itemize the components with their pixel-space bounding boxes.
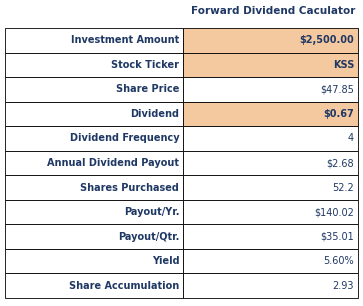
Text: KSS: KSS (333, 60, 354, 70)
Text: Dividend: Dividend (130, 109, 179, 119)
Bar (5, 77, 183, 102)
Bar (5, 200, 183, 224)
Bar (5, 53, 183, 77)
Text: 4: 4 (348, 133, 354, 144)
Text: Annual Dividend Payout: Annual Dividend Payout (47, 158, 179, 168)
Text: Forward Dividend Caculator: Forward Dividend Caculator (191, 6, 355, 16)
Text: Share Price: Share Price (116, 84, 179, 94)
Text: Payout/Qtr.: Payout/Qtr. (118, 232, 179, 242)
Bar (5, 249, 183, 274)
Bar (5, 175, 183, 200)
Text: Share Accumulation: Share Accumulation (69, 281, 179, 291)
Bar (183, 274, 358, 298)
Bar (183, 53, 358, 77)
Bar (5, 151, 183, 175)
Text: $2,500.00: $2,500.00 (299, 35, 354, 45)
Bar (183, 249, 358, 274)
Bar (183, 28, 358, 53)
Bar (183, 175, 358, 200)
Text: Payout/Yr.: Payout/Yr. (124, 207, 179, 217)
Text: $47.85: $47.85 (320, 84, 354, 94)
Text: 2.93: 2.93 (333, 281, 354, 291)
Text: Stock Ticker: Stock Ticker (111, 60, 179, 70)
Bar (183, 200, 358, 224)
Bar (183, 102, 358, 126)
Bar (5, 224, 183, 249)
Text: 5.60%: 5.60% (323, 256, 354, 266)
Bar (183, 126, 358, 151)
Bar (5, 274, 183, 298)
Text: $2.68: $2.68 (326, 158, 354, 168)
Text: $35.01: $35.01 (320, 232, 354, 242)
Bar (5, 126, 183, 151)
Text: Dividend Frequency: Dividend Frequency (70, 133, 179, 144)
Bar (5, 28, 183, 53)
Bar (183, 224, 358, 249)
Bar (5, 102, 183, 126)
Text: Yield: Yield (152, 256, 179, 266)
Text: 52.2: 52.2 (332, 183, 354, 192)
Text: $0.67: $0.67 (323, 109, 354, 119)
Text: Shares Purchased: Shares Purchased (80, 183, 179, 192)
Text: $140.02: $140.02 (314, 207, 354, 217)
Bar (183, 77, 358, 102)
Text: Investment Amount: Investment Amount (71, 35, 179, 45)
Bar (183, 151, 358, 175)
